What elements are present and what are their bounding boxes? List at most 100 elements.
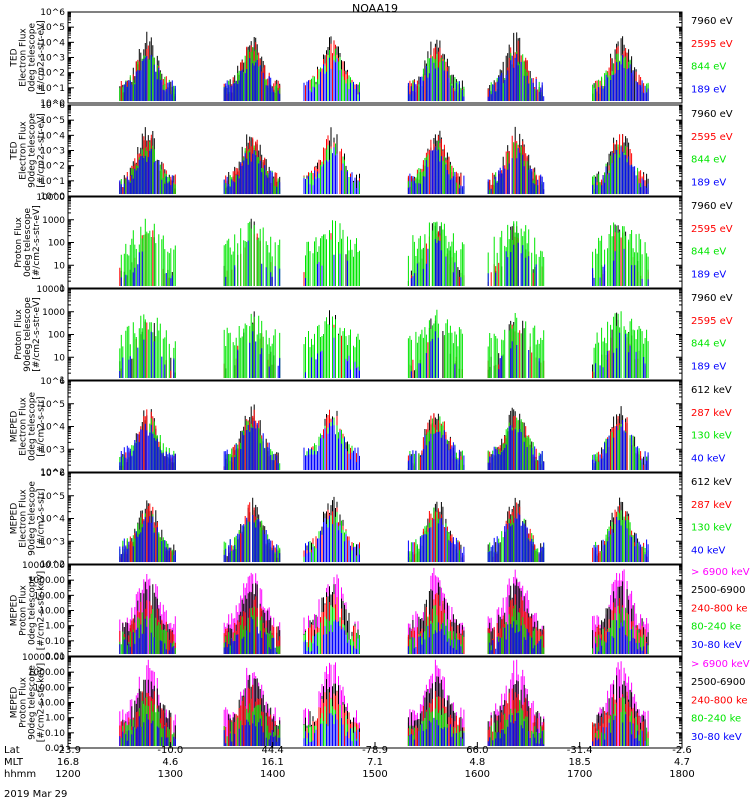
y-axis-label: TED	[10, 48, 20, 67]
y-tick-label: 10	[54, 261, 66, 271]
legend-entry: 2595 eV	[691, 39, 733, 50]
panel-frame	[67, 196, 683, 289]
y-tick-label: 0.01	[45, 652, 65, 662]
series-trace-red	[119, 592, 648, 654]
series-trace-blue	[119, 419, 649, 470]
y-axis-label: Proton Flux	[19, 677, 29, 728]
legend-entry: 612 keV	[691, 385, 732, 396]
y-tick-label: 1000.00	[28, 668, 65, 678]
y-axis-label: [#/cm2-s-str]	[37, 396, 47, 456]
panel-5: 10^2 10^3 10^4 10^5 10^6 MEPED Electron Flux 0d…	[10, 377, 732, 478]
y-tick-label: 10^3	[40, 445, 65, 455]
footer-row-label: hhmm	[4, 769, 36, 780]
series-trace-green	[119, 140, 649, 194]
y-tick-label: 10^2	[40, 468, 65, 478]
series-trace-red	[119, 684, 649, 746]
legend-entry: 7960 eV	[691, 109, 733, 120]
legend-entry: > 6900 keV	[691, 567, 750, 578]
legend-entry: 189 eV	[691, 177, 726, 188]
y-axis-label: [#/cm2-s-str-eV]	[37, 113, 47, 188]
legend-entry: 287 keV	[691, 408, 732, 419]
y-tick-label: 10^6	[40, 101, 65, 111]
y-axis-label: 0deg telescope	[28, 392, 38, 462]
y-tick-label: 10000.00	[22, 653, 65, 663]
series-trace-black	[122, 579, 649, 654]
legend-entry: 240-800 ke	[691, 603, 748, 614]
legend-entry: > 6900 keV	[691, 659, 750, 670]
footer-value: -78.9	[362, 745, 388, 756]
y-tick-label: 10^3	[40, 537, 65, 547]
y-axis-label: Electron Flux	[19, 397, 29, 456]
series-trace-red	[119, 227, 649, 286]
y-tick-label: 10^2	[40, 560, 65, 570]
y-tick-label: 10^5	[40, 23, 65, 33]
y-axis-label: MEPED	[10, 411, 20, 443]
legend-entry: 7960 eV	[691, 16, 733, 27]
series-trace-red	[119, 502, 648, 562]
footer-row-label: MLT	[4, 757, 24, 768]
series-trace-blue	[119, 712, 649, 746]
series-trace-black	[119, 310, 640, 378]
series-trace-green	[119, 507, 646, 562]
y-tick-label: 10000	[36, 285, 65, 295]
y-axis-label: MEPED	[10, 595, 20, 627]
series-trace-black	[122, 674, 646, 746]
footer-value: -23.9	[55, 745, 81, 756]
series-trace-blue	[119, 617, 648, 654]
date-label: 2019 Mar 29	[4, 789, 67, 800]
footer-value: -2.6	[672, 745, 692, 756]
series-trace-red	[120, 318, 646, 378]
y-axis-label: Proton Flux	[19, 585, 29, 636]
footer-value: 1200	[55, 769, 80, 780]
panel-8: 0.01 0.10 1.00 10.00 100.00 1000.00 10000.00 ME…	[10, 653, 750, 754]
y-tick-label: 1000	[42, 216, 65, 226]
plot-title: NOAA19	[352, 2, 398, 15]
legend-entry: 7960 eV	[691, 201, 733, 212]
panel-2: 10^0 10^1 10^2 10^3 10^4 10^5 10^6 TED Electron …	[10, 101, 733, 202]
series-trace-green	[119, 47, 649, 101]
legend-entry: 40 keV	[691, 453, 725, 464]
y-tick-label: 1.00	[45, 714, 65, 724]
footer-value: 1800	[669, 769, 694, 780]
y-tick-label: 0.01	[45, 744, 65, 754]
y-tick-label: 100.00	[34, 683, 66, 693]
y-tick-label: 10^4	[40, 423, 65, 433]
footer-value: 44.4	[262, 745, 284, 756]
series-trace-blue	[119, 513, 649, 562]
y-tick-label: 0.10	[45, 729, 65, 739]
y-axis-label: MEPED	[10, 503, 20, 535]
legend-entry: 30-80 keV	[691, 640, 742, 651]
series-trace-magenta	[119, 659, 649, 746]
y-tick-label: 10^0	[40, 99, 65, 109]
legend-entry: 844 eV	[691, 247, 726, 258]
footer-value: 4.7	[674, 757, 690, 768]
series-trace-green	[120, 218, 649, 286]
y-tick-label: 0.10	[45, 637, 65, 647]
y-tick-label: 10^6	[40, 469, 65, 479]
series-trace-black	[119, 404, 649, 470]
panels: 10^0 10^1 10^2 10^3 10^4 10^5 10^6 TED Electron …	[10, 8, 750, 754]
y-axis-label: [#/cm2-s-str-eV]	[37, 20, 47, 95]
y-tick-label: 10^6	[40, 8, 65, 18]
series-trace-blue	[119, 146, 649, 194]
footer-value: -31.4	[567, 745, 593, 756]
y-axis-label: MEPED	[10, 687, 20, 719]
y-axis-label: TED	[10, 141, 20, 160]
y-tick-label: 1	[59, 376, 65, 386]
y-tick-label: 100.00	[34, 591, 66, 601]
series-trace-green	[120, 696, 649, 746]
series-trace-black	[119, 126, 649, 194]
legend-entry: 2500-6900	[691, 585, 746, 596]
y-tick-label: 10^1	[40, 84, 65, 94]
legend-entry: 80-240 ke	[691, 622, 741, 633]
legend-entry: 2595 eV	[691, 224, 733, 235]
footer-value: 16.1	[262, 757, 284, 768]
y-tick-label: 10^4	[40, 131, 65, 141]
y-tick-label: 10^4	[40, 38, 65, 48]
legend-entry: 80-240 ke	[691, 714, 741, 725]
legend-entry: 189 eV	[691, 361, 726, 372]
series-trace-green	[119, 416, 648, 470]
y-axis-label: [#/cm2-s-str-keV]	[37, 663, 47, 742]
